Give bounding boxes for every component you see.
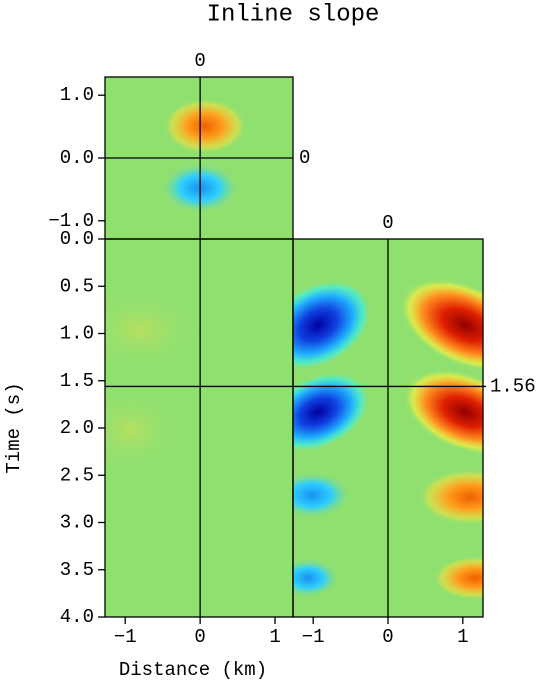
crosshair-label: 0 — [299, 147, 310, 169]
x-tick-label: 1 — [269, 626, 280, 648]
crosshair-label: 0 — [194, 50, 205, 72]
y-tick-label: 1.0 — [60, 84, 94, 106]
x-tick-label: 0 — [194, 626, 205, 648]
x-tick-label: −1 — [302, 626, 325, 648]
y-tick-label: 4.0 — [60, 606, 94, 628]
y-tick-label: 0.0 — [60, 147, 94, 169]
y-tick-label: 2.5 — [60, 464, 94, 486]
y-axis-label: Time (s) — [3, 382, 25, 473]
chart-title: Inline slope — [207, 1, 380, 28]
y-tick-label: 0.0 — [60, 228, 94, 250]
y-tick-label: 0.5 — [60, 275, 94, 297]
y-tick-label: 1.0 — [60, 323, 94, 345]
x-tick-label: −1 — [114, 626, 137, 648]
crosshair-label: 1.56 — [490, 375, 536, 397]
crosshair-label: 0 — [382, 212, 393, 234]
x-tick-label: 0 — [382, 626, 393, 648]
x-tick-label: 1 — [457, 626, 468, 648]
image-left — [105, 239, 293, 617]
y-tick-label: 2.0 — [60, 417, 94, 439]
y-tick-label: 1.5 — [60, 370, 94, 392]
y-tick-label: 3.0 — [60, 512, 94, 534]
x-axis-label: Distance (km) — [119, 659, 267, 681]
y-tick-label: −1.0 — [48, 210, 94, 232]
y-tick-label: 3.5 — [60, 559, 94, 581]
